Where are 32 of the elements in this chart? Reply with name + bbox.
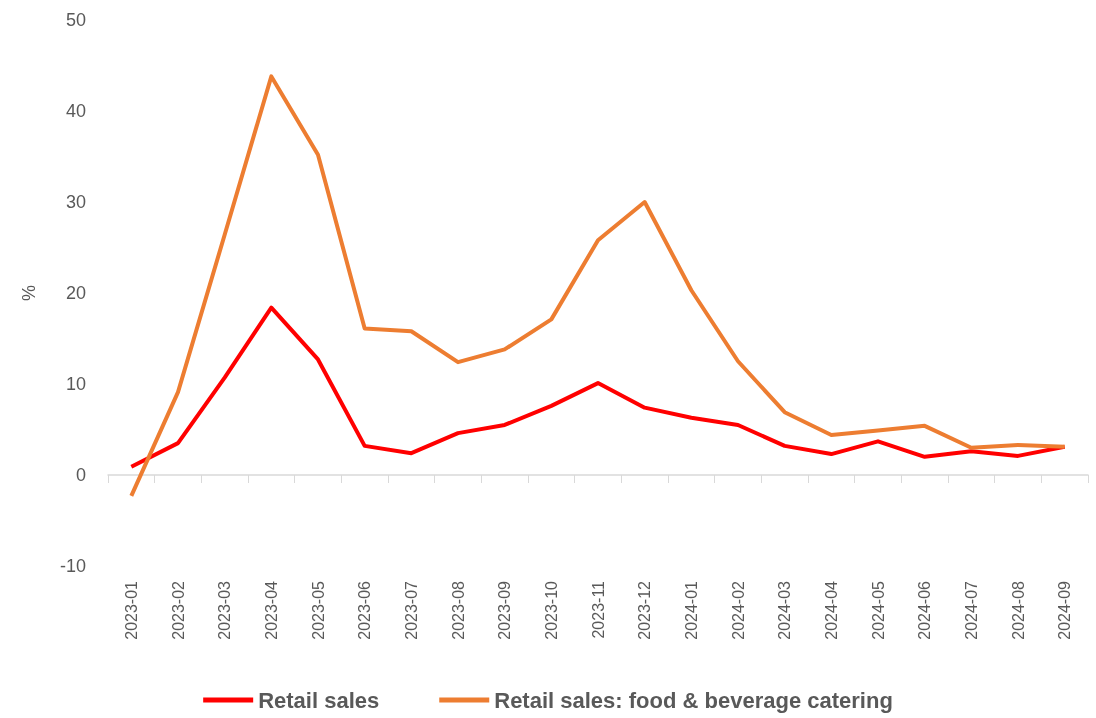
x-tick-label: 2023-04 [262,580,280,640]
x-tick-label: 2024-04 [822,580,840,640]
x-tick-label: 2024-07 [962,580,980,640]
y-tick-label: 10 [65,374,86,394]
x-tick-label: 2024-09 [1056,580,1074,640]
x-tick-label: 2024-08 [1009,580,1027,640]
x-tick-label: 2024-01 [682,580,700,640]
x-tick-label: 2023-10 [542,580,560,640]
x-tick-label: 2023-05 [309,580,327,640]
y-tick-label: 30 [65,192,86,212]
legend-label: Retail sales [258,687,380,713]
line-series [129,74,1067,498]
legend-label: Retail sales: food & beverage catering [494,687,893,713]
x-tick-label: 2023-06 [356,580,374,640]
y-axis-title: % [19,284,39,302]
x-tick-label: 2023-08 [449,580,467,640]
x-tick-label: 2023-01 [122,580,140,640]
x-tick-label: 2024-06 [916,580,934,640]
y-tick-label: 20 [65,283,86,303]
y-tick-label: -10 [59,556,86,576]
x-tick-label: 2023-03 [216,580,234,640]
x-tick-label: 2024-02 [729,580,747,640]
x-tick-label: 2023-02 [169,580,187,640]
x-tick-label: 2023-07 [402,580,420,640]
x-tick-label: 2023-09 [496,580,514,640]
y-tick-label: 50 [65,10,86,30]
x-tick-label: 2023-11 [589,580,607,639]
x-tick-label: 2024-05 [869,580,887,640]
y-tick-label: 40 [65,101,86,121]
x-tick-label: 2023-12 [636,580,654,640]
x-tick-label: 2024-03 [776,580,794,640]
y-tick-label: 0 [75,465,86,485]
